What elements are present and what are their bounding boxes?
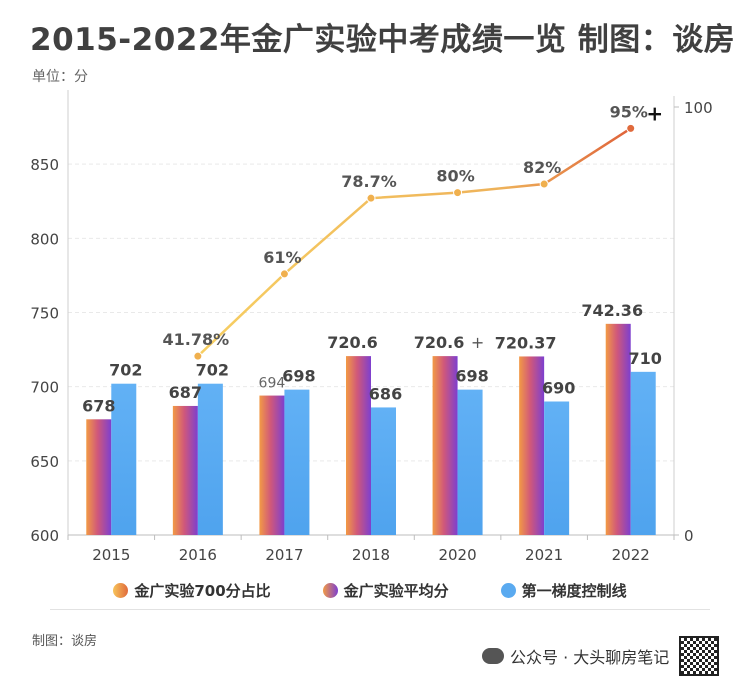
legend-swatch-control [500,583,516,598]
data-label-control: 698 [282,367,315,386]
axes: 600 650 700 750 800 850 0 100 2015 2016 2017 2018 20… [30,90,713,564]
legend-label-line: 金广实验700分占比 [134,582,271,600]
y-tick-label-left: 700 [30,379,59,397]
data-label-control: 702 [109,361,142,380]
data-label-average: 687 [169,383,202,402]
data-label-average: 720.37 [495,333,557,352]
x-tick-label: 2020 [438,546,476,564]
bar-average-score [519,356,545,535]
data-label-ratio: 80% [436,167,474,186]
line-point [626,123,636,133]
legend-item-line: 金广实验700分占比 [113,580,271,601]
bar-average-score [259,395,285,535]
data-label-ratio: 82% [523,158,561,177]
legend-label-control: 第一梯度控制线 [521,582,627,600]
footer-divider [50,609,710,610]
annotation-plus: + [646,101,663,125]
bar-average-score [346,356,371,535]
annotation-plus: + [471,333,484,352]
data-label-control: 710 [629,349,662,368]
data-label-control: 690 [542,379,575,398]
line-point [193,351,203,361]
data-label-control: 686 [369,384,402,403]
bar-control-line [630,371,656,535]
x-tick-label: 2021 [525,546,563,564]
line-point [539,179,549,189]
bar-average-score [86,419,112,535]
legend-item-control: 第一梯度控制线 [500,580,627,601]
data-label-average: 742.36 [581,301,643,320]
x-tick-label: 2018 [352,546,390,564]
x-tick-label: 2015 [92,546,130,564]
bar-average-score [432,356,458,535]
data-label-average: 694 [259,376,286,392]
wechat-icon [482,648,504,664]
line-point [453,188,463,198]
y-tick-label-right: 0 [684,527,694,545]
x-tick-label: 2022 [612,546,650,564]
data-label-average: 720.6 [414,333,465,352]
bar-control-line [197,383,223,535]
data-label-ratio: 95% [610,102,648,121]
line-point [366,193,376,203]
data-labels: 678702687702694698720.6686720.6698720.37… [82,101,663,415]
bar-control-line [111,383,137,535]
y-tick-label-right: 100 [684,99,713,117]
line-series [193,123,636,361]
data-label-control: 702 [196,361,229,380]
legend-label-avg: 金广实验平均分 [343,582,449,600]
legend-swatch-line [113,583,129,598]
bar-control-line [544,401,570,535]
x-tick-label: 2016 [179,546,217,564]
qr-code-icon [679,636,720,676]
y-tick-label-left: 850 [30,156,59,174]
bar-average-score [605,323,631,535]
data-label-ratio: 41.78% [163,330,230,349]
legend-item-avg: 金广实验平均分 [322,580,449,601]
watermark: 公众号 · 大头聊房笔记 [482,636,720,676]
legend: 金广实验700分占比 金广实验平均分 第一梯度控制线 [0,580,740,601]
bar-control-line [371,407,396,535]
data-label-average: 678 [82,396,115,415]
data-label-ratio: 78.7% [341,172,397,191]
data-label-control: 698 [455,367,488,386]
data-label-ratio: 61% [263,248,301,267]
line-point [279,269,289,279]
bar-average-score [172,405,198,535]
data-label-average: 720.6 [327,333,378,352]
y-tick-label-left: 800 [30,230,59,248]
legend-swatch-avg [322,583,338,598]
chart-canvas: 600 650 700 750 800 850 0 100 2015 2016 2017 2018 20… [30,90,713,564]
line-700-ratio [196,127,632,358]
bar-control-line [457,389,483,535]
footer-credit: 制图：谈房 [32,634,98,649]
y-tick-label-left: 650 [30,453,59,471]
unit-label: 单位：分 [32,69,88,85]
watermark-text: 公众号 · 大头聊房笔记 [510,648,670,667]
y-tick-label-left: 600 [30,527,59,545]
y-tick-label-left: 750 [30,305,59,323]
x-tick-label: 2017 [265,546,303,564]
bars [86,323,656,535]
chart-title: 2015-2022年金广实验中考成绩一览 制图：谈房 [30,22,736,58]
bar-control-line [284,389,310,535]
